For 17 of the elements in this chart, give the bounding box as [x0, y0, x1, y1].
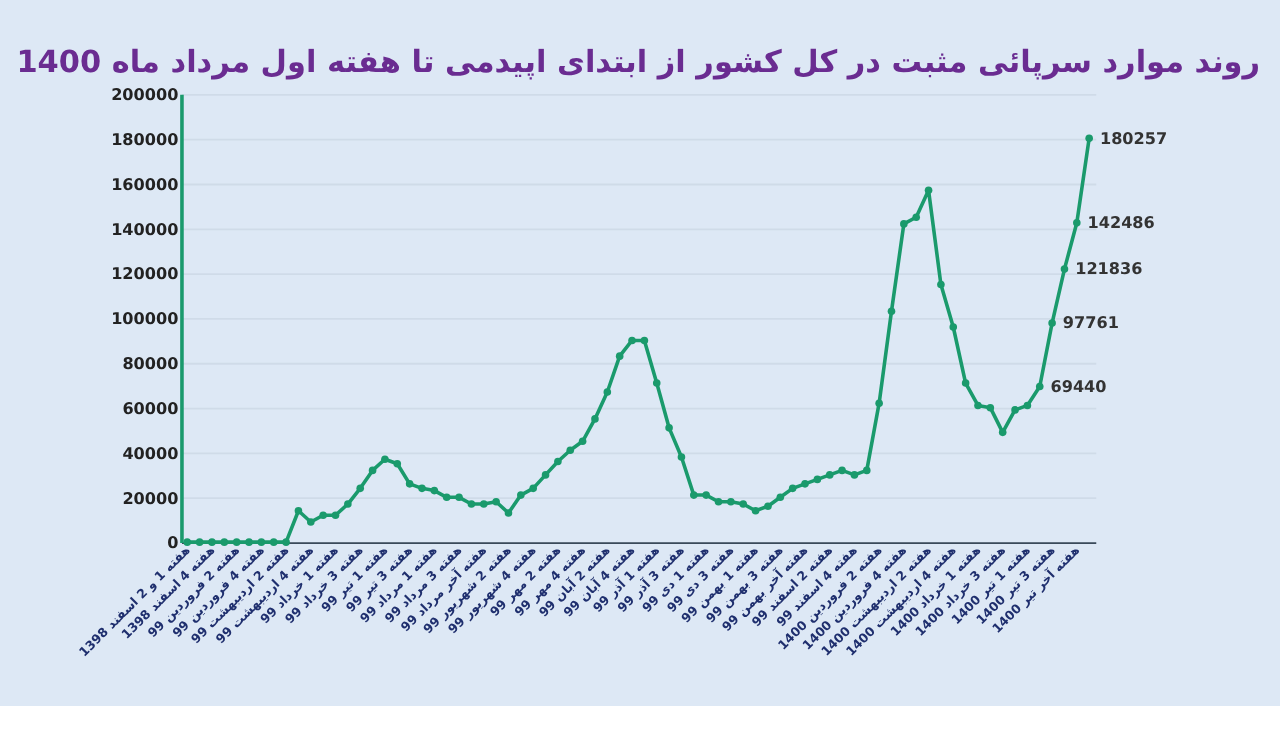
y-tick-label: 160000 [111, 175, 180, 194]
data-label: 69440 [1050, 377, 1108, 396]
y-tick-label: 100000 [111, 310, 180, 329]
y-tick-label: 60000 [122, 399, 180, 418]
data-label: 121836 [1075, 260, 1144, 279]
y-tick-label: 180000 [111, 131, 180, 150]
y-tick-label: 120000 [111, 265, 180, 284]
y-tick-label: 140000 [111, 220, 180, 239]
y-tick-label: 80000 [122, 355, 180, 374]
data-label: 142486 [1087, 214, 1156, 233]
chart-title: روند موارد سرپائی مثبت در کل کشور از ابتدای اپیدمی تا هفته اول مرداد ماه 1400 [16, 44, 1261, 81]
y-tick-label: 20000 [122, 489, 180, 508]
data-label: 180257 [1099, 129, 1168, 148]
y-tick-label: 40000 [122, 444, 180, 463]
y-tick-label: 200000 [111, 86, 180, 105]
y-tick-label: 0 [167, 534, 180, 553]
data-label: 97761 [1062, 314, 1120, 333]
